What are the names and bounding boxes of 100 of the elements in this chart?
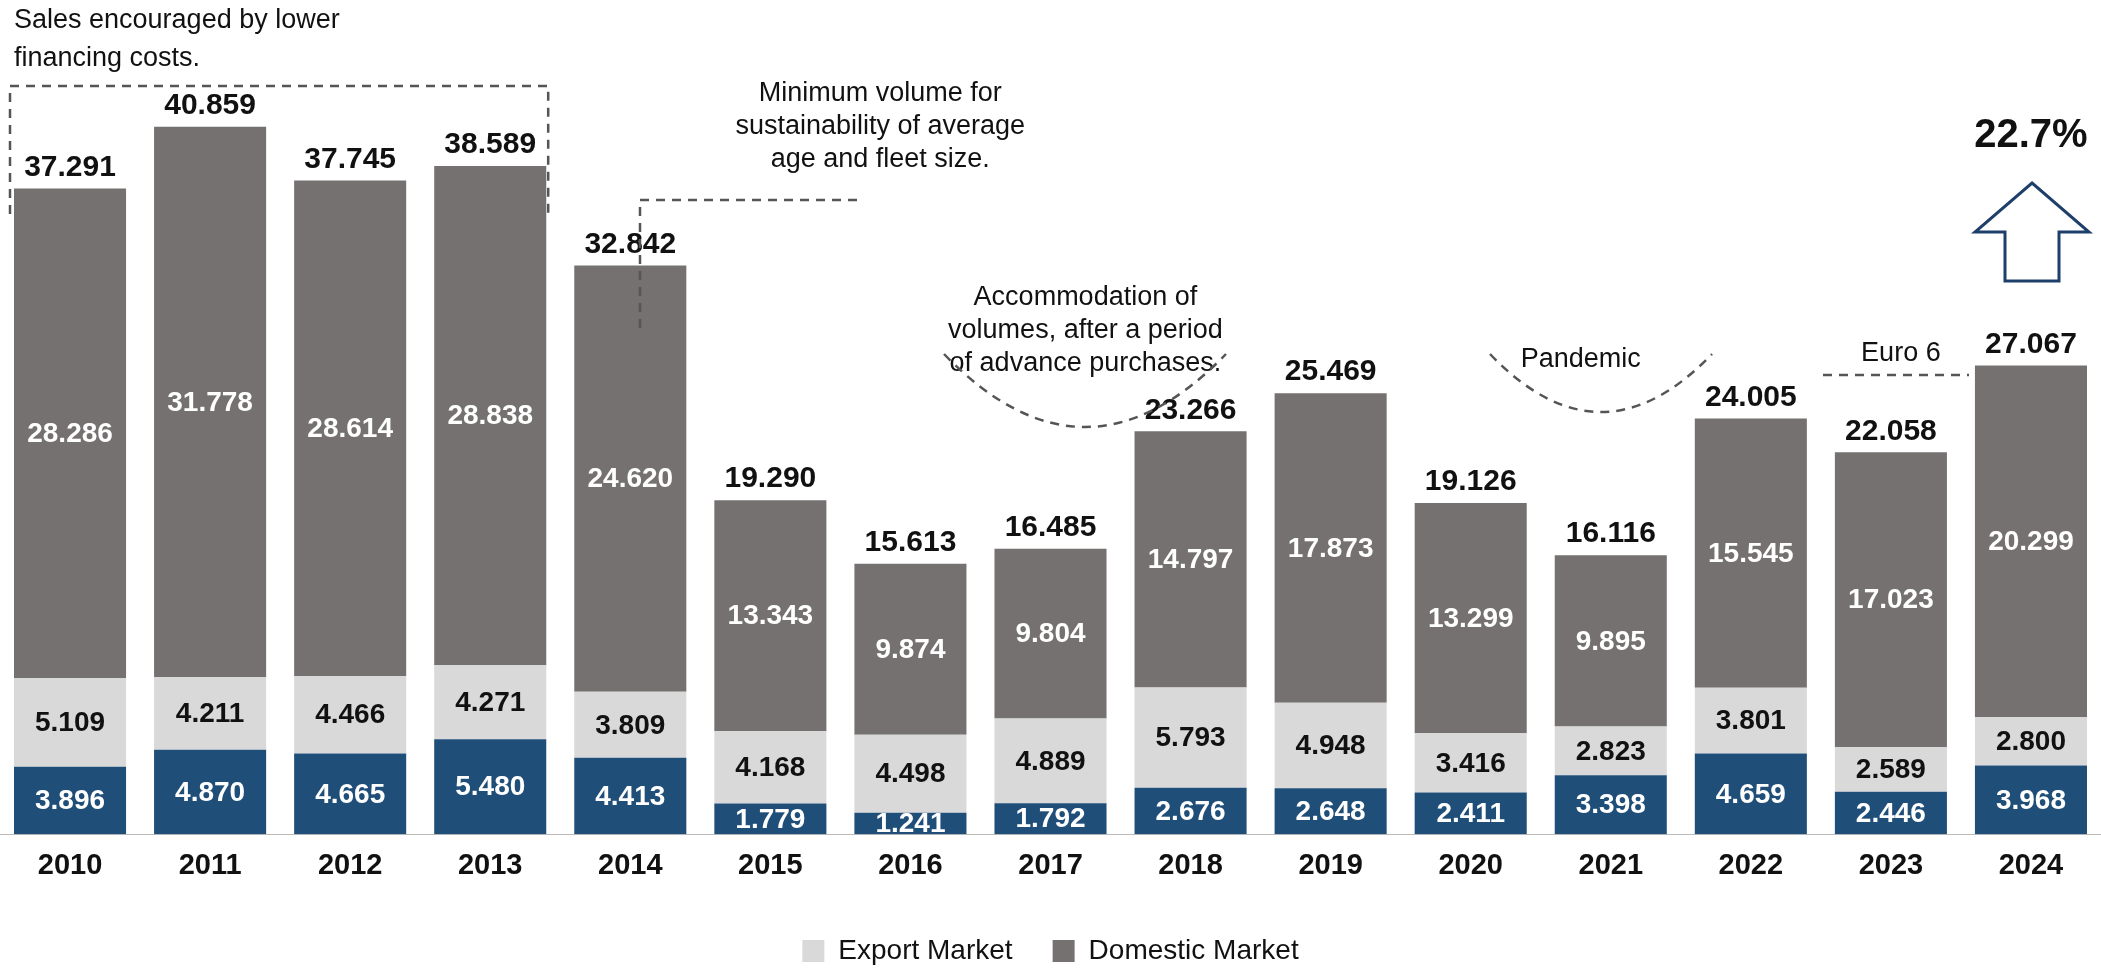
- annotation: 22.7%: [1973, 110, 2089, 156]
- x-tick-label: 2022: [1718, 847, 1784, 880]
- data-label: 13.299: [1427, 601, 1514, 633]
- bar: [1694, 418, 1807, 688]
- bar: [294, 753, 407, 835]
- bar: [1834, 452, 1947, 748]
- data-label: 9.804: [1015, 617, 1086, 649]
- data-label: 4.271: [455, 686, 526, 718]
- data-label: 2.589: [1855, 753, 1926, 785]
- data-label: 4.870: [175, 775, 246, 807]
- data-label: 1.792: [1015, 802, 1086, 834]
- bar: [1274, 702, 1387, 789]
- data-label: 28.838: [447, 399, 534, 431]
- annotation: Pandemic: [1519, 342, 1642, 375]
- data-label: 2.823: [1575, 734, 1646, 766]
- bar: [434, 739, 547, 835]
- bar: [154, 676, 267, 750]
- bar: [1974, 765, 2087, 835]
- data-label: 2.411: [1436, 797, 1505, 829]
- data-label: 2.446: [1855, 796, 1926, 828]
- legend-label: Export Market: [838, 933, 1013, 965]
- data-label: 5.480: [455, 770, 526, 802]
- x-tick-label: 2020: [1438, 847, 1503, 880]
- bar: [1274, 393, 1387, 703]
- bar: [574, 757, 687, 835]
- bar: [14, 188, 127, 679]
- bar: [1554, 555, 1667, 727]
- x-tick-label: 2010: [37, 847, 103, 880]
- bar: [1974, 365, 2087, 718]
- data-label: 31.778: [167, 385, 253, 417]
- bar: [1134, 687, 1247, 788]
- data-label: 2.648: [1295, 794, 1366, 826]
- data-label: 5.793: [1155, 721, 1226, 753]
- data-label: 3.968: [1995, 783, 2067, 815]
- bar: [1694, 753, 1807, 835]
- data-label: 3.809: [595, 708, 666, 740]
- total-label: 37.745: [304, 140, 397, 174]
- x-tick-label: 2013: [457, 847, 523, 880]
- data-label: 4.413: [595, 779, 666, 811]
- bar: [14, 678, 127, 767]
- total-label: 19.126: [1424, 463, 1517, 497]
- annotation: Accommodation of volumes, after a period of advance purchases.: [947, 280, 1224, 379]
- data-label: 2.676: [1155, 794, 1226, 826]
- total-label: 16.485: [1004, 509, 1097, 543]
- bar: [1694, 687, 1807, 754]
- bar: [154, 126, 267, 677]
- x-tick-label: 2016: [878, 847, 943, 880]
- bar: [1414, 503, 1527, 734]
- total-label: 19.290: [724, 460, 817, 494]
- bar: [154, 749, 267, 835]
- data-label: 3.896: [34, 784, 106, 816]
- data-label: 5.109: [34, 706, 106, 738]
- bar: [1134, 431, 1247, 688]
- data-label: 17.873: [1287, 531, 1374, 563]
- data-label: 24.620: [587, 462, 674, 494]
- bar: [854, 734, 967, 813]
- bar: [714, 500, 827, 732]
- x-tick-label: 2017: [1018, 847, 1083, 880]
- data-label: 3.801: [1715, 704, 1786, 736]
- x-tick-label: 2023: [1858, 847, 1924, 880]
- data-label: 4.211: [175, 697, 245, 729]
- x-tick-label: 2012: [317, 847, 383, 880]
- data-label: 28.286: [27, 417, 113, 449]
- bar: [434, 665, 547, 740]
- data-label: 9.895: [1575, 624, 1646, 656]
- bar: [854, 563, 967, 735]
- data-label: 4.498: [875, 757, 946, 789]
- text: Sales encouraged by lower financing costs.: [14, 3, 341, 74]
- data-label: 20.299: [1988, 524, 2074, 556]
- annotation: Euro 6: [1860, 336, 1942, 369]
- total-label: 38.589: [444, 126, 537, 160]
- x-tick-label: 2011: [178, 847, 242, 880]
- data-label: 3.398: [1575, 788, 1646, 820]
- bar: [434, 166, 547, 666]
- data-label: 9.874: [875, 633, 946, 665]
- data-label: 15.545: [1708, 536, 1794, 568]
- data-label: 1.779: [735, 802, 806, 834]
- total-label: 32.842: [584, 225, 677, 259]
- x-tick-label: 2018: [1158, 847, 1223, 880]
- data-label: 4.659: [1715, 777, 1786, 809]
- bar: [994, 548, 1107, 719]
- data-label: 4.948: [1295, 729, 1366, 761]
- data-label: 28.614: [307, 412, 394, 444]
- annotation: Minimum volume for sustainability of average age and fleet size.: [734, 76, 1027, 175]
- x-tick-label: 2015: [738, 847, 803, 880]
- x-tick-label: 2014: [598, 847, 663, 880]
- total-label: 27.067: [1985, 325, 2077, 359]
- data-label: 4.665: [315, 777, 386, 809]
- data-label: 14.797: [1147, 543, 1234, 575]
- data-label: 4.466: [315, 698, 386, 730]
- total-label: 22.058: [1845, 412, 1937, 446]
- x-tick-label: 2019: [1298, 847, 1363, 880]
- data-label: 3.416: [1435, 746, 1506, 778]
- total-label: 25.469: [1284, 353, 1377, 387]
- bar: [294, 180, 407, 677]
- data-label: 4.889: [1015, 744, 1086, 776]
- total-label: 40.859: [164, 86, 256, 120]
- total-label: 37.291: [24, 148, 116, 182]
- data-label: 1.241: [875, 807, 946, 839]
- total-label: 15.613: [864, 524, 957, 558]
